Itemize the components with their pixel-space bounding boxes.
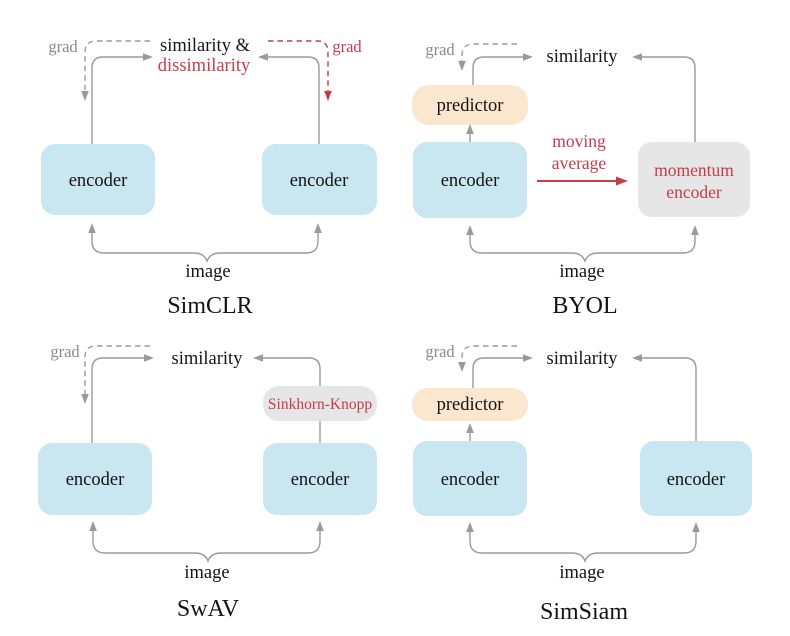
panel-title: BYOL (552, 293, 617, 318)
encoder-left-box (41, 144, 155, 215)
arrow-up-icon (692, 522, 700, 532)
arrow-up-icon (88, 223, 96, 233)
panel-byol: grad similarity predictor encoder moving… (412, 40, 750, 318)
encoder-label: encoder (441, 171, 500, 191)
arrow-up-icon (314, 223, 322, 233)
encoder-right-box (263, 443, 377, 515)
arrow-right-icon (523, 354, 533, 362)
arrow-down-icon (81, 394, 89, 404)
sinkhorn-knopp-box (263, 386, 377, 421)
encoder-left-to-loss-line (91, 56, 143, 144)
loss-label-line1: similarity & (160, 36, 251, 56)
grad-dashed-arrow (461, 345, 517, 362)
momentum-encoder-label-line2: encoder (666, 182, 722, 202)
encoder-box (413, 142, 527, 218)
panel-title: SimSiam (540, 599, 628, 625)
arrow-up-icon (691, 225, 699, 235)
panel-title: SimCLR (167, 293, 252, 318)
loss-label: similarity (172, 349, 244, 369)
arrow-down-icon (458, 362, 466, 372)
arrow-right-icon (144, 354, 154, 362)
arrow-right-icon (523, 53, 533, 61)
arrow-left-icon (253, 354, 263, 362)
encoder-left-to-loss-line (91, 357, 144, 443)
predictor-box (412, 388, 528, 421)
arrow-right-icon (143, 53, 153, 61)
arrow-up-icon (466, 522, 474, 532)
image-label: image (185, 262, 230, 282)
arrow-down-icon (324, 91, 332, 101)
grad-dashed-arrow (84, 345, 150, 394)
image-label: image (559, 262, 604, 282)
grad-left-label: grad (48, 37, 78, 56)
loss-label-line2: dissimilarity (158, 56, 251, 76)
sinkhorn-knopp-label: Sinkhorn-Knopp (268, 396, 372, 413)
encoder-right-box (262, 144, 377, 215)
momentum-encoder-label-line1: momentum (654, 160, 734, 180)
momentum-to-loss-line (642, 56, 696, 142)
grad-left-dashed-arrow (84, 40, 150, 91)
encoder-right-to-loss-line (642, 357, 697, 441)
grad-right-label: grad (332, 37, 362, 56)
arrow-left-icon (632, 354, 642, 362)
encoder-right-label: encoder (667, 470, 726, 490)
grad-label: grad (50, 342, 80, 361)
arrow-down-icon (81, 91, 89, 101)
image-split-arrow (91, 229, 319, 263)
panel-title: SwAV (177, 596, 240, 622)
image-label: image (184, 563, 229, 583)
arrow-up-icon (466, 225, 474, 235)
encoder-right-label: encoder (291, 470, 350, 490)
encoder-left-box (413, 441, 527, 516)
panel-simsiam: grad similarity predictor encoder encode… (412, 342, 752, 625)
arrow-down-icon (458, 61, 466, 71)
predictor-label: predictor (437, 395, 504, 415)
predictor-to-loss-line (472, 56, 523, 85)
arrow-up-icon (316, 521, 324, 531)
arrow-left-icon (258, 53, 268, 61)
moving-average-label-line1: moving (552, 131, 606, 151)
moving-average-label-line2: average (552, 153, 607, 173)
encoder-right-to-loss-line (263, 357, 321, 443)
loss-label: similarity (547, 349, 619, 369)
encoder-left-box (38, 443, 152, 515)
panel-swav: grad similarity Sinkhorn-Knopp encoder e… (38, 342, 377, 622)
grad-label: grad (425, 342, 455, 361)
encoder-right-box (640, 441, 752, 516)
encoder-right-label: encoder (290, 171, 349, 191)
arrow-up-icon (89, 521, 97, 531)
predictor-box (412, 85, 528, 125)
encoder-left-label: encoder (66, 470, 125, 490)
arrow-right-icon (616, 176, 628, 186)
arrow-left-icon (632, 53, 642, 61)
predictor-to-loss-line (472, 357, 523, 388)
momentum-encoder-box (638, 142, 750, 217)
image-split-arrow (469, 528, 697, 563)
encoder-left-label: encoder (69, 171, 128, 191)
image-split-arrow (92, 527, 321, 563)
grad-right-dashed-arrow (268, 40, 329, 91)
arrow-up-icon (466, 124, 474, 134)
encoder-left-label: encoder (441, 470, 500, 490)
panel-simclr: grad similarity & dissimilarity grad enc… (41, 36, 377, 318)
image-split-arrow (469, 231, 696, 263)
arrow-up-icon (466, 423, 474, 433)
image-label: image (559, 563, 604, 583)
grad-label: grad (425, 40, 455, 59)
predictor-label: predictor (437, 96, 504, 116)
encoder-right-to-loss-line (268, 56, 320, 144)
grad-dashed-arrow (461, 43, 517, 61)
loss-label: similarity (547, 47, 619, 67)
